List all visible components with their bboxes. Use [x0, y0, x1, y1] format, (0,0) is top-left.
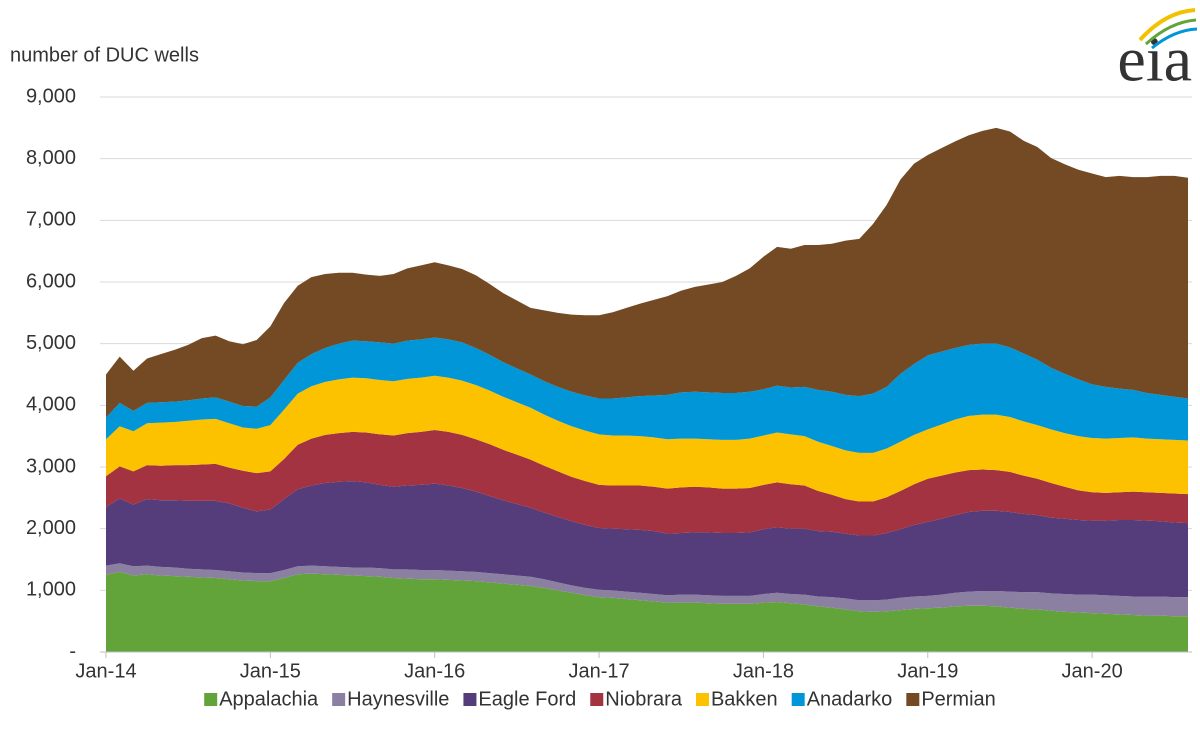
- legend-label: Permian: [921, 688, 995, 710]
- area: [106, 481, 1188, 601]
- x-tick-label: Jan-20: [1062, 660, 1123, 682]
- area: [106, 375, 1188, 502]
- y-tick-label: 2,000: [26, 517, 76, 539]
- x-tick-label: Jan-19: [897, 660, 958, 682]
- area: [106, 430, 1188, 536]
- y-tick-label: 9,000: [26, 85, 76, 107]
- logo-swoosh: [1138, 8, 1196, 42]
- area: [106, 337, 1188, 453]
- legend-swatch: [332, 693, 346, 706]
- y-tick-label: 8,000: [26, 147, 76, 169]
- x-tick-label: Jan-18: [733, 660, 794, 682]
- legend-label: Bakken: [711, 688, 778, 710]
- y-axis-label: number of DUC wells: [10, 44, 199, 66]
- y-tick-label: 3,000: [26, 455, 76, 477]
- legend-swatch: [791, 693, 805, 706]
- x-tick-label: Jan-16: [404, 660, 465, 682]
- y-tick-label: -: [69, 640, 76, 662]
- logo-swoosh: [1151, 27, 1198, 50]
- legend-label: Niobrara: [605, 688, 683, 710]
- legend-label: Haynesville: [347, 688, 449, 710]
- legend-swatch: [463, 693, 477, 706]
- legend-swatch: [906, 693, 920, 706]
- y-tick-label: 4,000: [26, 394, 76, 416]
- logo: eia: [1117, 24, 1192, 95]
- x-tick-label: Jan-17: [568, 660, 629, 682]
- x-tick-label: Jan-15: [240, 660, 301, 682]
- legend-swatch: [695, 693, 709, 706]
- area: [106, 563, 1188, 617]
- x-tick-label: Jan-14: [75, 660, 136, 682]
- legend-label: Eagle Ford: [478, 688, 576, 710]
- y-tick-label: 5,000: [26, 332, 76, 354]
- area: [106, 127, 1188, 418]
- area: [106, 571, 1188, 652]
- legend-swatch: [204, 693, 218, 706]
- y-tick-label: 7,000: [26, 209, 76, 231]
- legend-label: Anadarko: [807, 688, 893, 710]
- y-tick-label: 6,000: [26, 270, 76, 292]
- y-tick-label: 1,000: [26, 579, 76, 601]
- legend-swatch: [590, 693, 604, 706]
- logo-swoosh: [1144, 18, 1197, 46]
- legend-label: Appalachia: [219, 688, 319, 710]
